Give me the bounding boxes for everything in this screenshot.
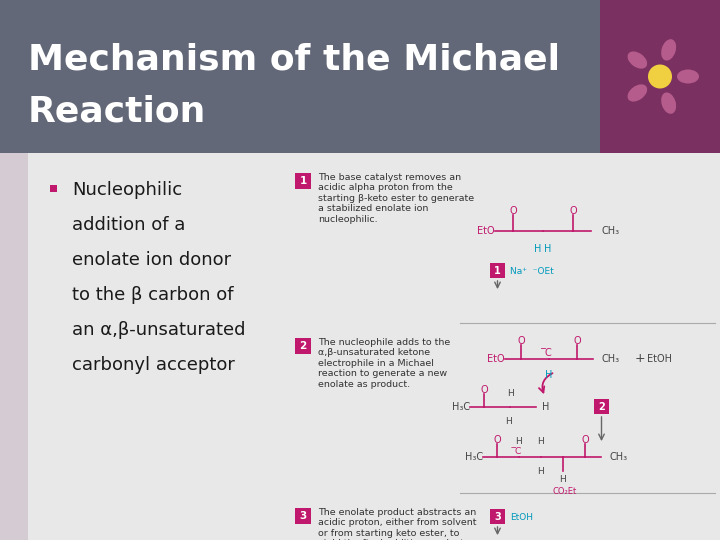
Text: H: H [507,388,513,397]
Text: CO₂Et: CO₂Et [553,487,577,496]
Bar [594,399,609,414]
Text: O: O [573,336,581,346]
Bar [295,173,311,189]
Text: 1: 1 [300,176,307,186]
Text: EtO: EtO [477,226,495,236]
Text: Reaction: Reaction [28,95,207,129]
Text: H₃C: H₃C [452,402,470,412]
Text: ̅C: ̅C [516,448,522,456]
Text: to the β carbon of: to the β carbon of [72,286,233,304]
Text: The base catalyst removes an
acidic alpha proton from the
starting β-keto ester : The base catalyst removes an acidic alph… [318,173,474,224]
Text: Nucleophilic: Nucleophilic [72,181,182,199]
Bar [0,153,720,540]
Text: H: H [559,475,567,483]
Text: The nucleophile adds to the
α,β-unsaturated ketone
electrophile in a Michael
rea: The nucleophile adds to the α,β-unsatura… [318,338,450,389]
Text: CH₃: CH₃ [601,354,619,364]
Circle shape [648,64,672,89]
Text: O: O [517,336,525,346]
Text: addition of a: addition of a [72,216,185,234]
Text: H: H [538,467,544,476]
Text: EtO: EtO [487,354,505,364]
Text: 3: 3 [300,511,307,521]
Text: CH₃: CH₃ [601,226,619,236]
Text: O: O [581,435,589,445]
Bar [295,338,311,354]
Ellipse shape [628,84,647,102]
Bar [50,185,57,192]
Text: 2: 2 [598,402,605,411]
Text: 3: 3 [494,511,501,522]
Text: H: H [505,416,511,426]
Text: Mechanism of the Michael: Mechanism of the Michael [28,42,560,76]
Ellipse shape [628,51,647,69]
Text: The enolate product abstracts an
acidic proton, either from solvent
or from star: The enolate product abstracts an acidic … [318,508,477,540]
Text: ̅C: ̅C [546,348,552,358]
Text: O: O [493,435,501,445]
Ellipse shape [661,39,676,60]
Text: enolate ion donor: enolate ion donor [72,251,231,269]
Text: H: H [544,244,552,254]
Text: Na⁺  ⁻OEt: Na⁺ ⁻OEt [510,267,554,275]
Bar [490,509,505,524]
Bar [0,0,720,153]
Text: O: O [509,206,517,216]
Ellipse shape [677,70,699,84]
Text: 2: 2 [300,341,307,351]
Text: +: + [635,353,645,366]
Text: EtOH: EtOH [647,354,672,364]
Bar [295,508,311,524]
Text: CH₃: CH₃ [609,452,627,462]
Text: H₃C: H₃C [465,452,483,462]
Text: carbonyl acceptor: carbonyl acceptor [72,356,235,374]
Text: H: H [534,244,541,254]
Text: H: H [542,402,549,412]
Text: H: H [545,370,553,380]
Text: O: O [480,385,488,395]
Text: an α,β-unsaturated: an α,β-unsaturated [72,321,246,339]
Text: 1: 1 [494,266,501,275]
Text: O: O [570,206,577,216]
Bar [490,263,505,278]
Text: H: H [538,437,544,447]
Text: H: H [516,437,523,447]
Bar [600,0,720,153]
Bar [0,153,28,540]
Text: EtOH: EtOH [510,512,533,522]
Ellipse shape [661,92,676,114]
